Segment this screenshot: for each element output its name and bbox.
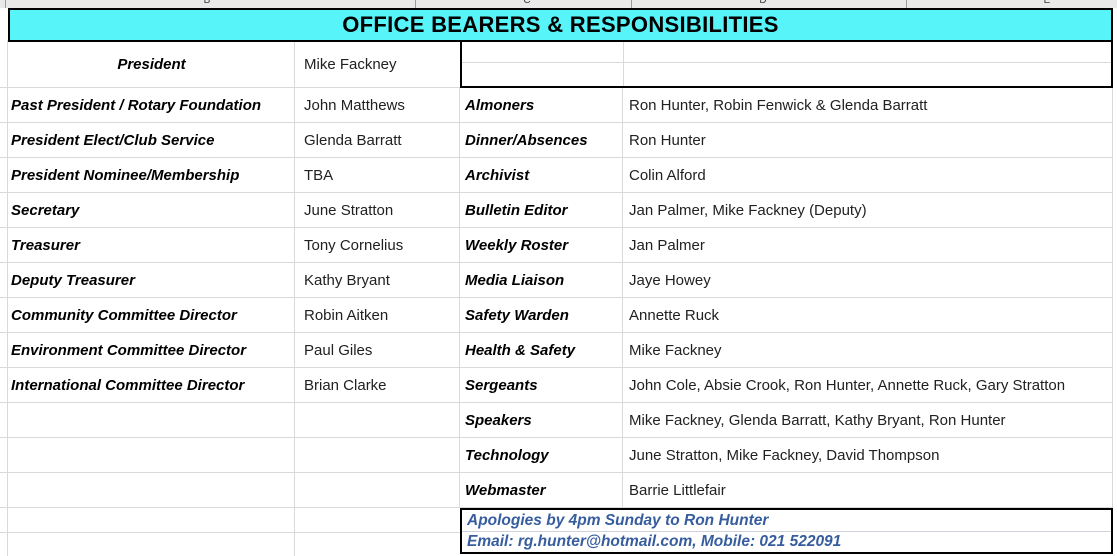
table-row: Weekly Roster Jan Palmer: [460, 228, 1113, 263]
name-cell[interactable]: Jan Palmer, Mike Fackney (Deputy): [629, 202, 867, 219]
name-cell[interactable]: [295, 403, 460, 438]
name-cell[interactable]: John Matthews: [304, 97, 405, 114]
column-letter-d[interactable]: D: [759, 0, 767, 6]
table-row: President Elect/Club Service Glenda Barra…: [8, 123, 460, 158]
name-cell[interactable]: Paul Giles: [304, 342, 373, 359]
role-cell[interactable]: Dinner/Absences: [465, 132, 588, 149]
email-note[interactable]: Email: rg.hunter@hotmail.com, Mobile: 02…: [467, 533, 842, 550]
gridline-vertical: [623, 42, 624, 86]
gridline-vertical: [7, 40, 8, 556]
name-cell[interactable]: Mike Fackney, Glenda Barratt, Kathy Brya…: [629, 412, 1006, 429]
role-cell[interactable]: Sergeants: [465, 377, 538, 394]
role-cell[interactable]: [8, 473, 295, 508]
table-row: Deputy Treasurer Kathy Bryant: [8, 263, 460, 298]
table-row: [8, 403, 460, 438]
president-role-cell[interactable]: President: [117, 55, 186, 73]
name-cell[interactable]: Annette Ruck: [629, 307, 720, 324]
table-row: Safety Warden Annette Ruck: [460, 298, 1113, 333]
table-row: Treasurer Tony Cornelius: [8, 228, 460, 263]
column-separator: [415, 0, 416, 8]
role-cell[interactable]: Archivist: [465, 167, 530, 184]
name-cell[interactable]: June Stratton: [304, 202, 394, 219]
name-cell[interactable]: Jaye Howey: [629, 272, 711, 289]
gridline-vertical: [294, 40, 295, 556]
name-cell[interactable]: [295, 473, 460, 508]
name-cell[interactable]: Glenda Barratt: [304, 132, 402, 149]
table-row: Past President / Rotary Foundation John M…: [8, 88, 460, 123]
column-header-strip: B C D E: [0, 0, 1117, 8]
role-cell[interactable]: Technology: [465, 447, 549, 464]
column-letter-c[interactable]: C: [523, 0, 531, 6]
column-separator: [906, 0, 907, 8]
table-row: Archivist Colin Alford: [460, 158, 1113, 193]
table-row: Webmaster Barrie Littlefair: [460, 473, 1113, 508]
role-cell[interactable]: Safety Warden: [465, 307, 569, 324]
name-cell[interactable]: Ron Hunter: [629, 132, 706, 149]
table-row: Media Liaison Jaye Howey: [460, 263, 1113, 298]
gridline-vertical: [459, 88, 460, 508]
column-letter-b[interactable]: B: [203, 0, 211, 6]
column-letter-e[interactable]: E: [1043, 0, 1051, 6]
name-cell[interactable]: Ron Hunter, Robin Fenwick & Glenda Barra…: [629, 97, 928, 114]
name-cell[interactable]: Kathy Bryant: [304, 272, 390, 289]
gridline-vertical: [1112, 88, 1113, 508]
president-name-cell[interactable]: Mike Fackney: [304, 55, 397, 73]
notes-box: Apologies by 4pm Sunday to Ron Hunter Em…: [460, 508, 1113, 554]
role-cell[interactable]: Past President / Rotary Foundation: [11, 97, 262, 114]
column-separator: [5, 0, 6, 8]
table-row: Dinner/Absences Ron Hunter: [460, 123, 1113, 158]
name-cell[interactable]: Jan Palmer: [629, 237, 705, 254]
name-cell[interactable]: John Cole, Absie Crook, Ron Hunter, Anne…: [629, 377, 1066, 394]
name-cell[interactable]: June Stratton, Mike Fackney, David Thomp…: [629, 447, 940, 464]
president-empty-box[interactable]: [460, 40, 1113, 88]
role-cell[interactable]: Secretary: [11, 202, 80, 219]
table-row: Health & Safety Mike Fackney: [460, 333, 1113, 368]
table-row: [8, 438, 460, 473]
gridline-horizontal: [462, 62, 1111, 63]
gridline-horizontal: [0, 532, 460, 533]
table-row: Secretary June Stratton: [8, 193, 460, 228]
role-cell[interactable]: [8, 403, 295, 438]
name-cell[interactable]: [295, 438, 460, 473]
table-row: Sergeants John Cole, Absie Crook, Ron Hun…: [460, 368, 1113, 403]
table-row: Bulletin Editor Jan Palmer, Mike Fackney …: [460, 193, 1113, 228]
table-row: [8, 473, 460, 508]
role-cell[interactable]: Community Committee Director: [11, 307, 237, 324]
name-cell[interactable]: Tony Cornelius: [304, 237, 404, 254]
table-row: Community Committee Director Robin Aitken: [8, 298, 460, 333]
column-separator: [631, 0, 632, 8]
name-cell[interactable]: Colin Alford: [629, 167, 706, 184]
role-cell[interactable]: Media Liaison: [465, 272, 565, 289]
table-row: Almoners Ron Hunter, Robin Fenwick & Glen…: [460, 88, 1113, 123]
role-cell[interactable]: President Elect/Club Service: [11, 132, 215, 149]
role-cell[interactable]: Health & Safety: [465, 342, 576, 359]
role-cell[interactable]: Deputy Treasurer: [11, 272, 135, 289]
role-cell[interactable]: [8, 438, 295, 473]
title-banner[interactable]: OFFICE BEARERS & RESPONSIBILITIES: [8, 8, 1113, 42]
role-cell[interactable]: Bulletin Editor: [465, 202, 568, 219]
gridline-vertical: [622, 88, 623, 508]
role-cell[interactable]: International Committee Director: [11, 377, 245, 394]
role-cell[interactable]: Treasurer: [11, 237, 80, 254]
role-cell[interactable]: Webmaster: [465, 482, 546, 499]
table-row: President Nominee/Membership TBA: [8, 158, 460, 193]
name-cell[interactable]: TBA: [304, 167, 334, 184]
name-cell[interactable]: Barrie Littlefair: [629, 482, 726, 499]
apologies-note[interactable]: Apologies by 4pm Sunday to Ron Hunter: [462, 510, 1111, 532]
role-cell[interactable]: Speakers: [465, 412, 532, 429]
page-title: OFFICE BEARERS & RESPONSIBILITIES: [342, 12, 779, 37]
role-cell[interactable]: President Nominee/Membership: [11, 167, 240, 184]
name-cell[interactable]: Brian Clarke: [304, 377, 387, 394]
role-cell[interactable]: Environment Committee Director: [11, 342, 247, 359]
role-cell[interactable]: Weekly Roster: [465, 237, 569, 254]
table-row: International Committee Director Brian Cl…: [8, 368, 460, 403]
name-cell[interactable]: Mike Fackney: [629, 342, 722, 359]
table-row: Environment Committee Director Paul Giles: [8, 333, 460, 368]
table-row: Speakers Mike Fackney, Glenda Barratt, Ka…: [460, 403, 1113, 438]
role-cell[interactable]: Almoners: [465, 97, 535, 114]
table-row: Technology June Stratton, Mike Fackney, D…: [460, 438, 1113, 473]
name-cell[interactable]: Robin Aitken: [304, 307, 389, 324]
